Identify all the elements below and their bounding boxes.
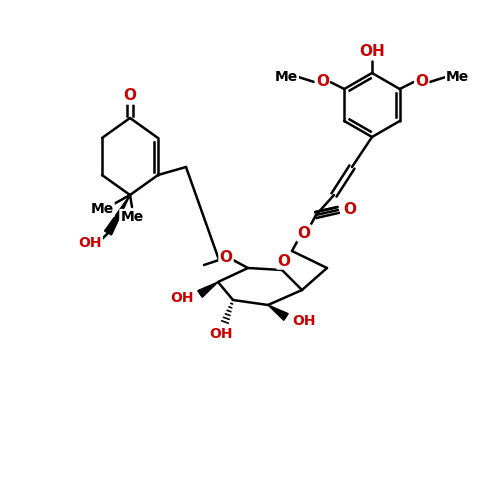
Text: OH: OH [292, 314, 316, 328]
Text: Me: Me [90, 202, 114, 216]
Text: O: O [124, 88, 136, 104]
Text: Me: Me [120, 210, 144, 224]
Text: O: O [344, 202, 356, 218]
Text: O: O [298, 226, 310, 240]
Text: O: O [316, 74, 329, 90]
Text: O: O [415, 74, 428, 90]
Text: OH: OH [170, 291, 194, 305]
Text: OH: OH [209, 327, 233, 341]
Text: OH: OH [78, 236, 102, 250]
Polygon shape [104, 195, 130, 235]
Text: Me: Me [446, 70, 469, 84]
Text: Me: Me [274, 70, 298, 84]
Text: O: O [220, 250, 232, 264]
Text: OH: OH [359, 44, 385, 59]
Polygon shape [198, 282, 218, 298]
Polygon shape [268, 305, 288, 320]
Text: O: O [278, 254, 290, 268]
